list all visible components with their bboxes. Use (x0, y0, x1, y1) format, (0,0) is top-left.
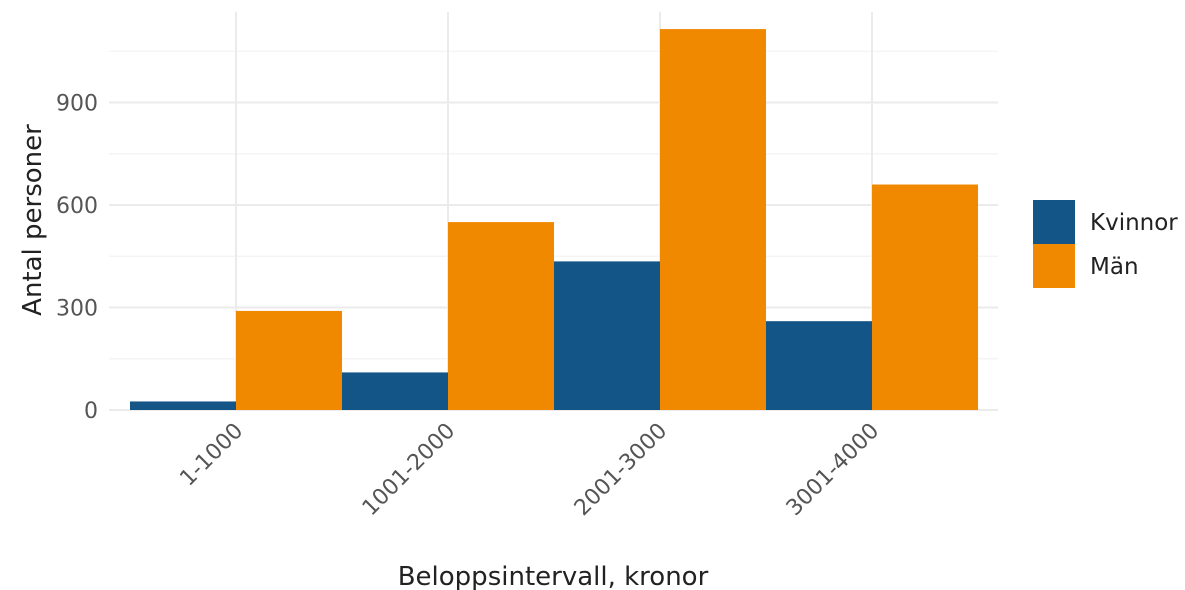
bar-män-1-1000 (236, 310, 342, 410)
legend: Kvinnor Män (1033, 200, 1178, 288)
legend-key-män (1033, 244, 1075, 288)
bar-män-1001-2000 (448, 222, 554, 410)
legend-label-kvinnor: Kvinnor (1090, 210, 1178, 236)
x-tick-label: 2001-3000 (570, 419, 672, 521)
x-tick-label: 3001-4000 (782, 419, 884, 521)
bar-kvinnor-2001-3000 (554, 261, 660, 410)
bar-män-3001-4000 (872, 184, 978, 410)
legend-key-kvinnor (1033, 200, 1075, 244)
x-tick-labels: 1-1000 1001-2000 2001-3000 3001-4000 (175, 419, 884, 521)
y-tick-label: 0 (84, 399, 98, 424)
bar-kvinnor-1-1000 (130, 401, 236, 410)
y-tick-label: 900 (56, 92, 98, 117)
bar-kvinnor-3001-4000 (766, 321, 872, 410)
y-tick-labels: 0 300 600 900 (56, 92, 98, 424)
bar-män-2001-3000 (660, 29, 766, 411)
x-tick-label: 1001-2000 (358, 419, 460, 521)
x-axis-title: Beloppsintervall, kronor (398, 562, 709, 590)
y-tick-label: 600 (56, 194, 98, 219)
bars (130, 29, 978, 411)
bar-kvinnor-1001-2000 (342, 372, 448, 410)
y-tick-label: 300 (56, 297, 98, 322)
legend-label-män: Män (1090, 254, 1139, 280)
x-tick-label: 1-1000 (175, 419, 248, 492)
y-axis-title: Antal personer (18, 124, 48, 316)
